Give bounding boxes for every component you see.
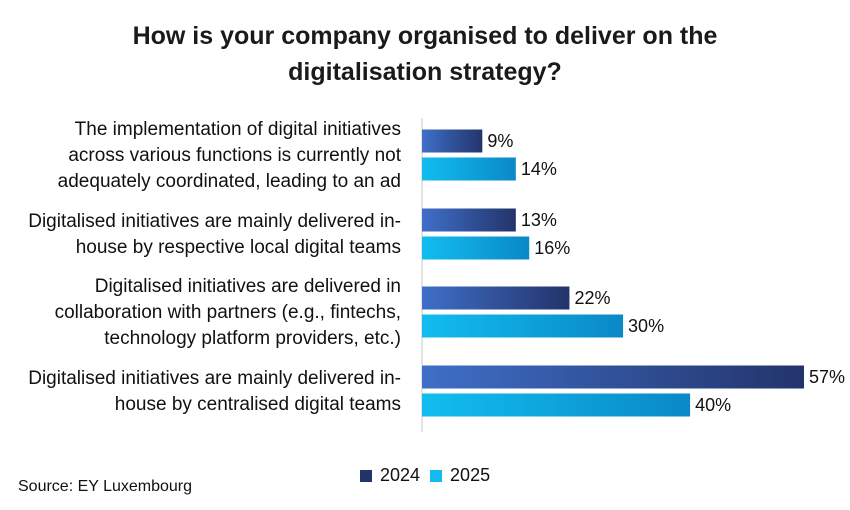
legend: 2024 2025 <box>360 465 490 486</box>
category-label: Digitalised initiatives are mainly deliv… <box>28 368 401 389</box>
labels-layer: The implementation of digital initiative… <box>28 119 845 415</box>
bar-2025-4 <box>422 393 691 417</box>
source-note: Source: EY Luxembourg <box>18 478 193 495</box>
category-label: Digitalised initiatives are mainly deliv… <box>28 211 401 232</box>
bar-2025-2 <box>422 236 530 260</box>
legend-item-2024: 2024 <box>360 465 420 486</box>
value-label-2024-4: 57% <box>809 367 845 387</box>
category-label: Digitalised initiatives are delivered in <box>95 276 401 297</box>
bar-2025-3 <box>422 314 624 338</box>
category-label: house by respective local digital teams <box>76 237 401 258</box>
legend-swatch-2024 <box>360 469 372 482</box>
value-label-2024-2: 13% <box>521 210 557 230</box>
chart-title: How is your company organised to deliver… <box>132 22 718 86</box>
value-label-2025-4: 40% <box>695 395 731 415</box>
bar-2024-4 <box>422 365 804 389</box>
category-label: house by centralised digital teams <box>115 394 401 415</box>
category-label: technology platform providers, etc.) <box>104 328 401 349</box>
bar-2024-2 <box>422 208 516 232</box>
value-label-2024-1: 9% <box>487 131 513 151</box>
category-label: collaboration with partners (e.g., finte… <box>55 302 401 323</box>
category-label: across various functions is currently no… <box>68 145 401 166</box>
bar-2024-1 <box>422 129 483 153</box>
bar-2025-1 <box>422 157 516 181</box>
value-label-2025-3: 30% <box>628 316 664 336</box>
category-label: The implementation of digital initiative… <box>75 119 401 140</box>
bar-2024-3 <box>422 286 570 310</box>
category-label: adequately coordinated, leading to an ad <box>58 171 401 192</box>
legend-label-2024: 2024 <box>380 465 421 485</box>
value-label-2025-2: 16% <box>534 238 570 258</box>
legend-swatch-2025 <box>430 469 443 482</box>
legend-label-2025: 2025 <box>450 465 491 485</box>
legend-item-2025: 2025 <box>430 465 490 486</box>
value-label-2025-1: 14% <box>521 159 557 179</box>
bars-layer <box>422 129 804 417</box>
value-label-2024-3: 22% <box>574 288 610 308</box>
